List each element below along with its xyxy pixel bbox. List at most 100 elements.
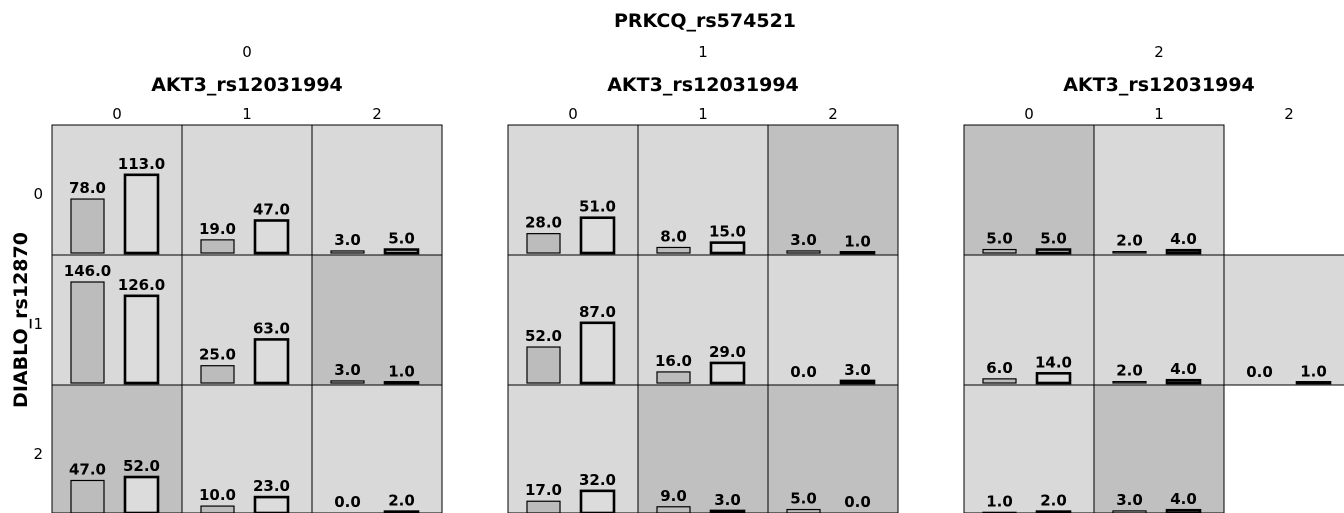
bar-value-label: 3.0 (844, 361, 871, 379)
bar-value-label: 8.0 (660, 227, 687, 245)
bar-value-label: 16.0 (655, 352, 692, 370)
bar (526, 233, 561, 254)
cell: 1.0 2.0 (963, 384, 1095, 513)
bar (253, 338, 290, 385)
bar (982, 378, 1017, 384)
cell-background (637, 254, 769, 386)
bar (123, 173, 160, 255)
cell-background (1093, 254, 1225, 386)
row-tick-label: 2 (33, 445, 43, 463)
cell-background (507, 384, 639, 513)
bar-value-label: 52.0 (123, 457, 160, 475)
bar-value-label: 15.0 (709, 223, 746, 241)
cell-background (311, 384, 443, 513)
bar (579, 216, 616, 255)
x-tick-label: 2 (828, 105, 838, 123)
bar (709, 241, 746, 255)
cell-background (181, 124, 313, 256)
cell: 146.0 126.0 (51, 254, 183, 386)
bar (839, 251, 876, 255)
panel-1: 1 AKT3_rs12031994 0 1 2 28.0 51.0 8.0 15.0 3.0 1.0… (507, 43, 899, 513)
cell: 78.0 113.0 (51, 124, 183, 256)
bar-value-label: 29.0 (709, 343, 746, 361)
row-axis-label: DIABLO_rs12870 (10, 232, 32, 408)
cell-background (637, 384, 769, 513)
bar-value-label: 28.0 (525, 214, 562, 232)
cell: 52.0 87.0 (507, 254, 639, 386)
cell: 0.0 2.0 (311, 384, 443, 513)
bar-value-label: 2.0 (1040, 492, 1067, 510)
bar-value-label: 3.0 (714, 491, 741, 509)
bar (786, 508, 821, 513)
bar-value-label: 10.0 (199, 486, 236, 504)
bar (1112, 381, 1147, 384)
bar-value-label: 52.0 (525, 327, 562, 345)
bar-value-label: 32.0 (579, 471, 616, 489)
bar-value-label: 9.0 (660, 487, 687, 505)
bar-value-label: 6.0 (986, 359, 1013, 377)
bar-value-label: 78.0 (69, 179, 106, 197)
bar (200, 365, 235, 384)
cell: 9.0 3.0 (637, 384, 769, 513)
x-tick-label: 1 (698, 105, 708, 123)
cell-background (311, 124, 443, 256)
bar-value-label: 126.0 (118, 276, 165, 294)
bar (1165, 508, 1202, 513)
x-axis-label: AKT3_rs12031994 (607, 74, 799, 96)
cell: 10.0 23.0 (181, 384, 313, 513)
bar-value-label: 51.0 (579, 198, 616, 216)
bar-value-label: 14.0 (1035, 353, 1072, 371)
bar-value-label: 4.0 (1170, 490, 1197, 508)
bar (656, 246, 691, 254)
bar (123, 294, 160, 385)
bar-value-label: 19.0 (199, 220, 236, 238)
cell-background (963, 384, 1095, 513)
x-axis-label: AKT3_rs12031994 (1063, 74, 1255, 96)
cell: 2.0 4.0 (1093, 254, 1225, 386)
bar (253, 219, 290, 255)
bar (982, 248, 1017, 254)
bar (200, 505, 235, 513)
bar (709, 361, 746, 385)
bar-value-label: 1.0 (986, 492, 1013, 510)
cell: 0.0 3.0 (767, 254, 899, 386)
row-tick-label: 0 (33, 185, 43, 203)
bar-value-label: 0.0 (1246, 363, 1273, 381)
bar (579, 489, 616, 513)
bar-value-label: 1.0 (844, 232, 871, 250)
cell-background (637, 124, 769, 256)
cell-background (181, 384, 313, 513)
cell: 28.0 51.0 (507, 124, 639, 256)
cell: 3.0 1.0 (311, 254, 443, 386)
bar (579, 321, 616, 385)
bar-value-label: 25.0 (199, 346, 236, 364)
bar (1165, 248, 1202, 255)
x-tick-label: 2 (1284, 105, 1294, 123)
bar (70, 479, 105, 513)
bar-value-label: 1.0 (1300, 362, 1327, 380)
bar (383, 381, 420, 385)
bar (656, 371, 691, 384)
cell: 8.0 15.0 (637, 124, 769, 256)
bar-value-label: 1.0 (388, 362, 415, 380)
bar (200, 239, 235, 254)
bar-value-label: 5.0 (1040, 230, 1067, 248)
bar-value-label: 5.0 (790, 490, 817, 508)
cell: 5.0 0.0 (767, 384, 899, 513)
x-tick-label: 0 (1024, 105, 1034, 123)
bar-value-label: 17.0 (525, 481, 562, 499)
bar-value-label: 4.0 (1170, 230, 1197, 248)
bar-value-label: 47.0 (253, 200, 290, 218)
bar (70, 281, 105, 384)
bar (1165, 378, 1202, 385)
cell-background (1093, 384, 1225, 513)
bar-value-label: 87.0 (579, 303, 616, 321)
cell: 47.0 52.0 (51, 384, 183, 513)
row-tick-label: 1 (33, 315, 43, 333)
bar-value-label: 5.0 (388, 230, 415, 248)
bar (123, 475, 160, 513)
panel-0: 0 AKT3_rs12031994 0 1 2 0 1 2 78.0 113.0 19.0 47.0 3… (33, 43, 443, 513)
x-tick-label: 1 (242, 105, 252, 123)
